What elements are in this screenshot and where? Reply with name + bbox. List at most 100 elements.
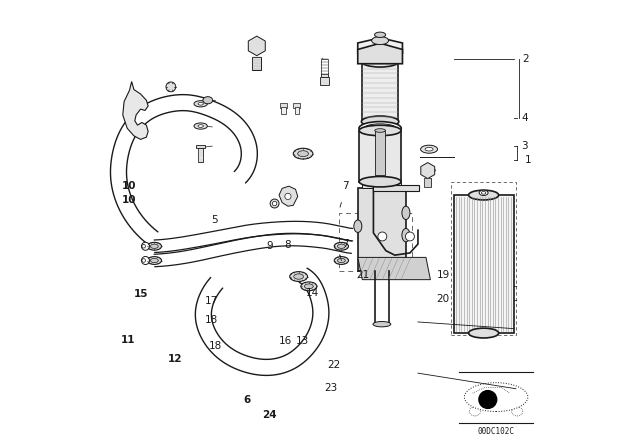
- Ellipse shape: [425, 147, 433, 151]
- Bar: [198, 148, 204, 162]
- Text: 00DC102C: 00DC102C: [477, 427, 515, 436]
- Ellipse shape: [362, 56, 399, 67]
- Text: 13: 13: [296, 336, 308, 346]
- Polygon shape: [358, 38, 403, 59]
- Ellipse shape: [481, 191, 486, 194]
- Ellipse shape: [166, 82, 176, 92]
- Ellipse shape: [294, 274, 303, 279]
- Ellipse shape: [337, 258, 346, 263]
- Bar: [375, 130, 385, 175]
- Ellipse shape: [359, 125, 401, 136]
- Ellipse shape: [142, 245, 145, 248]
- Ellipse shape: [270, 199, 279, 208]
- Ellipse shape: [298, 151, 308, 157]
- Text: 11: 11: [120, 335, 135, 345]
- Text: 12: 12: [168, 354, 182, 364]
- Text: 10: 10: [122, 181, 136, 191]
- Bar: [252, 57, 261, 70]
- Bar: [294, 108, 299, 114]
- Ellipse shape: [479, 190, 488, 195]
- Text: 3: 3: [521, 141, 528, 151]
- Text: 18: 18: [205, 315, 218, 325]
- Bar: [196, 145, 205, 148]
- Ellipse shape: [198, 125, 204, 127]
- Bar: [358, 188, 406, 271]
- Circle shape: [378, 232, 387, 241]
- Ellipse shape: [465, 383, 528, 412]
- Text: 5: 5: [211, 215, 218, 225]
- Polygon shape: [358, 43, 403, 64]
- Text: 10: 10: [122, 195, 136, 205]
- Text: 1: 1: [525, 155, 531, 165]
- Bar: [321, 59, 328, 73]
- Text: 15: 15: [134, 289, 148, 299]
- Bar: [320, 77, 329, 85]
- Ellipse shape: [150, 244, 158, 248]
- Ellipse shape: [402, 206, 410, 220]
- Ellipse shape: [285, 193, 291, 199]
- Text: 7: 7: [342, 181, 349, 191]
- Text: 8: 8: [284, 241, 291, 250]
- Ellipse shape: [293, 148, 313, 159]
- Circle shape: [479, 391, 497, 409]
- Ellipse shape: [468, 328, 499, 338]
- Polygon shape: [421, 163, 435, 179]
- Ellipse shape: [198, 103, 204, 105]
- Ellipse shape: [469, 407, 481, 416]
- Ellipse shape: [402, 228, 410, 242]
- Polygon shape: [123, 82, 148, 139]
- Ellipse shape: [374, 32, 386, 38]
- Ellipse shape: [141, 257, 150, 264]
- Ellipse shape: [147, 257, 161, 264]
- Bar: [451, 182, 516, 335]
- Polygon shape: [372, 185, 419, 190]
- Bar: [424, 178, 431, 188]
- Ellipse shape: [194, 123, 207, 129]
- Ellipse shape: [337, 244, 346, 248]
- Text: 17: 17: [205, 296, 218, 306]
- Polygon shape: [248, 36, 265, 56]
- Ellipse shape: [359, 177, 401, 187]
- Text: 14: 14: [306, 289, 319, 298]
- Text: 23: 23: [324, 383, 338, 393]
- Text: 24: 24: [262, 410, 276, 420]
- Ellipse shape: [203, 97, 212, 104]
- Bar: [321, 73, 328, 77]
- Ellipse shape: [354, 220, 362, 233]
- Text: 16: 16: [279, 336, 292, 346]
- Bar: [293, 103, 300, 108]
- Text: 7: 7: [342, 239, 349, 249]
- Circle shape: [406, 232, 414, 241]
- Ellipse shape: [194, 101, 207, 107]
- Ellipse shape: [147, 242, 161, 250]
- Ellipse shape: [373, 322, 391, 327]
- Ellipse shape: [334, 242, 349, 250]
- Text: 9: 9: [267, 241, 273, 251]
- Bar: [280, 103, 287, 108]
- Ellipse shape: [150, 258, 158, 263]
- Text: 22: 22: [327, 360, 340, 370]
- Bar: [281, 108, 285, 114]
- Bar: [362, 182, 401, 188]
- Ellipse shape: [142, 259, 145, 262]
- Bar: [339, 213, 412, 271]
- Text: 6: 6: [243, 395, 251, 405]
- Ellipse shape: [141, 242, 150, 250]
- Ellipse shape: [364, 124, 396, 133]
- Polygon shape: [279, 186, 298, 206]
- Ellipse shape: [375, 129, 385, 132]
- Ellipse shape: [420, 145, 438, 153]
- Text: 2: 2: [523, 54, 529, 64]
- Bar: [454, 195, 514, 333]
- Text: 4: 4: [521, 113, 528, 123]
- Ellipse shape: [372, 37, 388, 44]
- Ellipse shape: [362, 116, 399, 127]
- Ellipse shape: [305, 284, 313, 289]
- Ellipse shape: [301, 282, 317, 291]
- Ellipse shape: [290, 271, 308, 281]
- Text: 21: 21: [356, 270, 370, 280]
- Ellipse shape: [359, 121, 401, 135]
- Text: 19: 19: [436, 270, 450, 280]
- Ellipse shape: [334, 257, 349, 264]
- Text: C: C: [132, 105, 138, 114]
